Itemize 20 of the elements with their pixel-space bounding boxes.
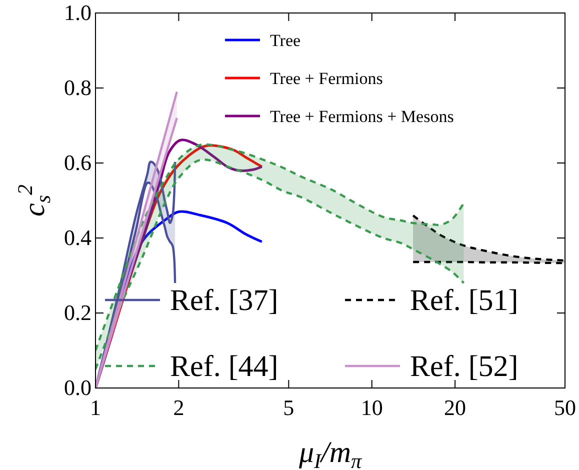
legend-label: Ref. [44] [170, 350, 278, 383]
x-tick-label: 20 [444, 395, 466, 420]
x-tick-label: 10 [360, 395, 383, 420]
x-tick-label: 50 [554, 395, 576, 420]
y-tick-label: 0.4 [64, 225, 92, 250]
legend-label: Tree + Fermions [270, 69, 383, 88]
legend-label: Ref. [37] [170, 284, 278, 317]
x-tick-label: 2 [173, 395, 184, 420]
legend-label: Ref. [52] [410, 350, 518, 383]
y-tick-label: 0.6 [64, 150, 92, 175]
x-axis-title: μ$_{I}$/m$_{π}$ [298, 436, 362, 470]
x-tick-label: 5 [283, 395, 294, 420]
y-tick-label: 0.0 [64, 375, 92, 400]
y-tick-label: 1.0 [64, 0, 92, 25]
legend-label: Tree + Fermions + Mesons [270, 107, 454, 126]
legend-label: Ref. [51] [410, 284, 518, 317]
legend-label: Tree [270, 31, 301, 50]
y-tick-label: 0.8 [64, 75, 92, 100]
x-tick-label: 1 [90, 395, 101, 420]
y-tick-label: 0.2 [64, 300, 92, 325]
